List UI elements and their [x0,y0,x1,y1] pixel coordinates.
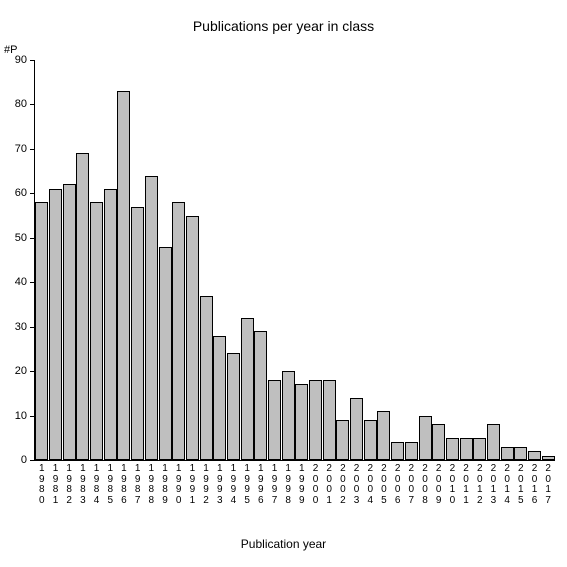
bar [213,336,226,460]
x-tick-label: 1993 [215,460,225,506]
bar [295,384,308,460]
x-tick-label: 1996 [256,460,266,506]
x-tick-label: 1992 [201,460,211,506]
bar [90,202,103,460]
x-tick-label: 2000 [311,460,321,506]
bar [63,184,76,460]
bar [336,420,349,460]
x-tick-label: 2014 [502,460,512,506]
bar [145,176,158,460]
x-tick-label: 1980 [37,460,47,506]
bar [323,380,336,460]
x-tick-label: 1983 [78,460,88,506]
bar [377,411,390,460]
bar [254,331,267,460]
bar [241,318,254,460]
bar [117,91,130,460]
bar [282,371,295,460]
chart-container: Publications per year in class #P 010203… [0,0,567,567]
x-tick-label: 1982 [64,460,74,506]
y-tick-label: 30 [15,321,35,333]
bar [200,296,213,460]
x-tick-label: 2011 [461,460,471,506]
bar [49,189,62,460]
x-axis-title: Publication year [0,537,567,551]
y-tick-label: 90 [15,54,35,66]
bar [419,416,432,460]
bar [460,438,473,460]
y-tick-label: 40 [15,276,35,288]
plot-area: 0102030405060708090198019811982198319841… [34,60,555,461]
bar [268,380,281,460]
x-tick-label: 1994 [228,460,238,506]
bar [391,442,404,460]
x-tick-label: 2012 [475,460,485,506]
y-tick-label: 0 [21,454,35,466]
x-tick-label: 1990 [174,460,184,506]
x-tick-label: 1989 [160,460,170,506]
chart-title: Publications per year in class [0,18,567,34]
x-tick-label: 1987 [133,460,143,506]
x-tick-label: 2010 [447,460,457,506]
x-tick-label: 2005 [379,460,389,506]
bar [131,207,144,460]
x-tick-label: 2003 [352,460,362,506]
x-tick-label: 1984 [92,460,102,506]
bar [473,438,486,460]
bar [186,216,199,460]
y-tick-label: 20 [15,365,35,377]
x-tick-label: 2007 [406,460,416,506]
x-tick-label: 1991 [187,460,197,506]
bar [364,420,377,460]
x-tick-label: 2009 [434,460,444,506]
x-tick-label: 1998 [283,460,293,506]
x-tick-label: 2013 [488,460,498,506]
bar [104,189,117,460]
y-tick-label: 60 [15,187,35,199]
y-tick-label: 10 [15,410,35,422]
x-tick-label: 2004 [365,460,375,506]
x-tick-label: 1986 [119,460,129,506]
y-tick-label: 80 [15,98,35,110]
bar [487,424,500,460]
bar [432,424,445,460]
x-tick-label: 2017 [543,460,553,506]
y-tick-label: 50 [15,232,35,244]
bar [76,153,89,460]
bar [446,438,459,460]
bar [501,447,514,460]
x-tick-label: 1995 [242,460,252,506]
x-tick-label: 2015 [516,460,526,506]
bar [172,202,185,460]
x-tick-label: 1988 [146,460,156,506]
bar [514,447,527,460]
x-tick-label: 2006 [393,460,403,506]
bar [350,398,363,460]
bar [528,451,541,460]
bar [159,247,172,460]
x-tick-label: 2001 [324,460,334,506]
x-tick-label: 2008 [420,460,430,506]
x-tick-label: 1997 [269,460,279,506]
x-tick-label: 2002 [338,460,348,506]
bar [309,380,322,460]
bar [405,442,418,460]
x-tick-label: 1985 [105,460,115,506]
x-tick-label: 1981 [51,460,61,506]
x-tick-label: 1999 [297,460,307,506]
x-tick-label: 2016 [529,460,539,506]
y-tick-label: 70 [15,143,35,155]
bar [227,353,240,460]
bar [35,202,48,460]
